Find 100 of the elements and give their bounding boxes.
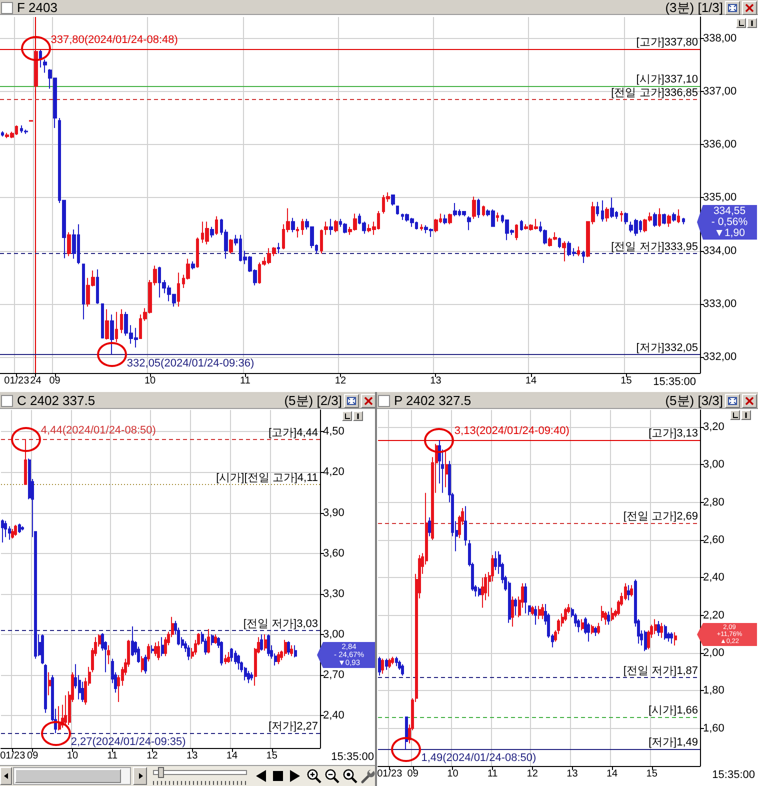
candlestick	[141, 656, 144, 673]
y-tick-label: 3,20	[703, 420, 724, 433]
x-tick-label: 11	[107, 750, 118, 762]
candlestick	[334, 219, 338, 233]
y-tick-label: 2,20	[703, 609, 724, 622]
x-tick-label: 15	[620, 376, 632, 386]
ref-line-label: [시가][전일 고가]4,11	[216, 472, 318, 484]
candlestick	[101, 303, 104, 339]
x-tick-label: 13	[186, 750, 198, 762]
y-tick-label: 4,50	[323, 426, 344, 438]
annotation: 3,13(2024/01/24-09:40)	[454, 425, 570, 438]
candlestick	[214, 634, 217, 644]
candlestick	[14, 524, 17, 536]
text: 15:35:00	[712, 769, 755, 781]
candlestick	[267, 634, 270, 657]
candlestick	[405, 716, 408, 750]
candlestick	[1, 519, 4, 543]
candlestick	[627, 584, 630, 601]
candlestick	[601, 200, 604, 222]
candlestick	[115, 311, 118, 343]
candlestick	[395, 656, 398, 667]
candlestick	[467, 216, 471, 231]
candlestick	[478, 586, 481, 597]
candlestick	[677, 208, 680, 224]
candlestick	[658, 208, 661, 228]
candlestick	[520, 219, 523, 232]
candlestick	[591, 624, 594, 635]
candlestick	[577, 246, 580, 257]
x-tick-label: 01/23	[0, 750, 26, 762]
ref-line-label: [시가]337,10	[636, 74, 698, 86]
y-tick-label: 1,60	[703, 722, 724, 734]
candlestick	[597, 622, 600, 635]
x-tick-label: 12	[146, 750, 158, 762]
candlestick	[18, 523, 21, 534]
candlestick	[624, 212, 628, 225]
candlestick	[24, 129, 28, 134]
candlestick	[211, 634, 214, 646]
candlestick	[378, 656, 381, 676]
candlestick	[448, 213, 452, 225]
candlestick	[207, 628, 210, 654]
candlestick	[391, 656, 394, 665]
candlestick	[644, 630, 647, 652]
candlestick	[157, 640, 160, 661]
candlestick	[284, 639, 287, 657]
candlestick	[496, 212, 499, 222]
candlestick	[524, 582, 527, 614]
candlestick	[291, 217, 295, 233]
candlestick	[670, 632, 673, 644]
candlestick	[511, 596, 514, 628]
candlestick	[277, 242, 280, 254]
candlestick	[107, 644, 110, 665]
candlestick	[607, 611, 610, 626]
candlestick	[654, 618, 657, 635]
candlestick	[428, 516, 431, 537]
y-tick-label: 3,00	[703, 458, 724, 471]
candlestick	[260, 634, 263, 652]
candlestick	[674, 632, 677, 646]
candlestick	[11, 528, 14, 539]
candlestick	[662, 213, 666, 225]
price-tag: 334,55 - 0,56% ▼1,90	[697, 204, 757, 240]
candlestick	[34, 48, 38, 90]
candlestick	[277, 652, 280, 665]
x-tick-label: 10	[447, 768, 459, 780]
candlestick	[264, 634, 267, 652]
ref-line-label: [전일 저가]333,95	[611, 240, 698, 253]
candlestick	[534, 605, 537, 626]
x-tick-label: 15	[646, 768, 658, 780]
candlestick	[144, 654, 147, 674]
candlestick	[482, 205, 485, 217]
candlestick	[296, 226, 299, 238]
x-tick-label: 14	[606, 768, 618, 780]
y-tick-label: 335,00	[703, 192, 737, 204]
x-tick-label: 10	[144, 376, 156, 386]
x-tick-label: 13	[430, 376, 442, 386]
candlestick	[596, 201, 599, 217]
candlestick	[24, 439, 27, 485]
x-tick-label: 01/23	[377, 768, 403, 780]
x-tick-label: 15	[266, 750, 278, 762]
y-tick-label: 2,80	[703, 496, 724, 508]
candlestick	[329, 218, 333, 236]
candlestick	[385, 658, 388, 670]
candlestick	[229, 238, 233, 254]
candlestick	[381, 658, 384, 674]
candlestick	[601, 605, 604, 622]
x-tick-label: 11	[240, 376, 251, 386]
candlestick	[541, 604, 544, 620]
chart-title: F 2403	[17, 0, 58, 15]
candlestick	[538, 605, 541, 620]
chart-title: P 2402 327.5	[394, 392, 472, 409]
candlestick	[472, 196, 476, 220]
x-tick-label: 12	[334, 376, 346, 386]
candlestick	[653, 212, 657, 228]
candlestick	[210, 226, 214, 238]
candlestick	[514, 598, 517, 616]
x-tick-label: 09	[407, 768, 419, 780]
candlestick	[594, 626, 597, 637]
candlestick	[220, 640, 223, 666]
candlestick	[247, 670, 250, 684]
y-tick-label: 2,40	[703, 572, 724, 584]
candlestick	[443, 214, 447, 225]
